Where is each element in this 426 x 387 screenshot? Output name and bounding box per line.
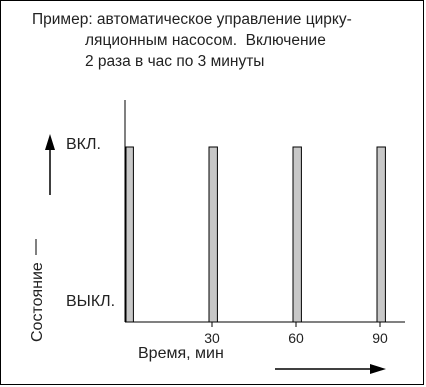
on-interval-bar bbox=[208, 146, 218, 323]
y-state-on-label: ВКЛ. bbox=[66, 136, 101, 153]
state-up-arrow-head bbox=[45, 134, 55, 150]
chart-title-line-2: ляционным насосом. Включение bbox=[85, 32, 326, 49]
on-interval-bar bbox=[125, 146, 134, 323]
y-state-off-label: ВЫКЛ. bbox=[66, 293, 116, 310]
x-tick-label: 90 bbox=[372, 330, 388, 346]
time-arrow-head bbox=[370, 364, 386, 374]
x-axis-label: Время, мин bbox=[138, 345, 224, 362]
x-tick-label: 60 bbox=[288, 330, 304, 346]
chart-title-line-3: 2 раза в час по 3 минуты bbox=[85, 53, 265, 70]
on-interval-bar bbox=[292, 146, 302, 323]
y-axis-label: Состояние bbox=[29, 262, 46, 342]
chart-title-line-1: Пример: автоматическое управление цирку- bbox=[32, 11, 352, 28]
on-interval-bar bbox=[376, 146, 386, 323]
x-tick-label: 30 bbox=[204, 330, 220, 346]
